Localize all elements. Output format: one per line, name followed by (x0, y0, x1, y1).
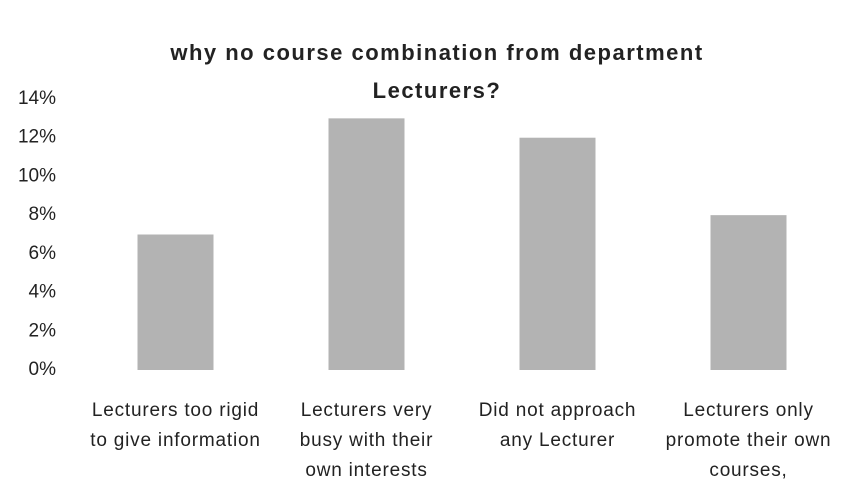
y-tick-label: 2% (29, 320, 57, 341)
bar (137, 234, 214, 370)
x-tick-label: Lecturers only promote their own courses… (665, 400, 832, 481)
chart-title: why no course combination from departmen… (170, 40, 704, 103)
x-tick-label: Did not approach any Lecturer (478, 400, 637, 451)
y-tick-label: 14% (18, 88, 56, 109)
bar (710, 215, 787, 370)
y-tick-label: 0% (29, 359, 57, 380)
y-tick-label: 6% (29, 243, 57, 264)
bar (328, 118, 405, 370)
x-tick-label: Lecturers too rigid to give information (90, 400, 261, 451)
bar (519, 137, 596, 370)
y-tick-label: 4% (29, 282, 57, 303)
y-tick-label: 8% (29, 204, 57, 225)
y-tick-label: 12% (18, 127, 56, 148)
x-tick-label: Lecturers very busy with their own inter… (299, 400, 434, 481)
y-tick-label: 10% (18, 165, 56, 186)
